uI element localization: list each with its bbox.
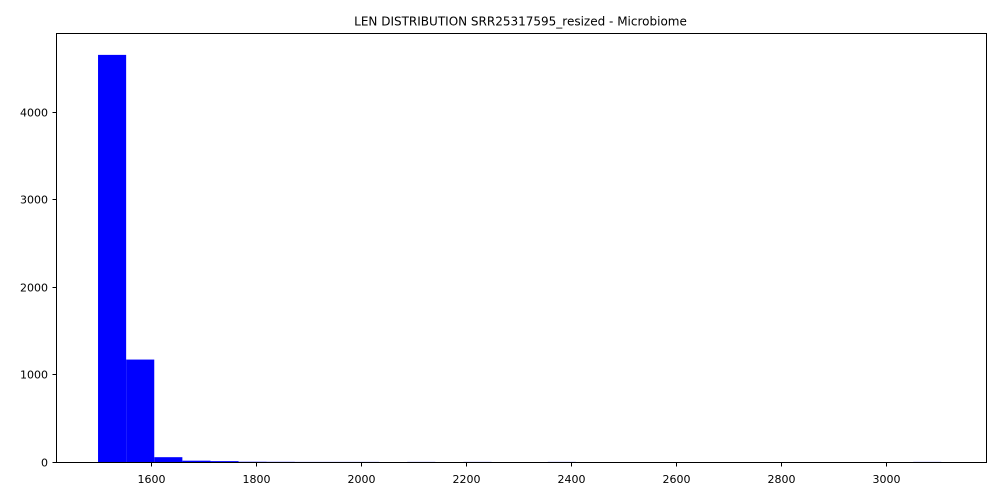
histogram-bar xyxy=(210,461,239,462)
y-tick-label: 0 xyxy=(41,457,48,470)
x-tick-label: 2400 xyxy=(558,473,586,486)
y-tick-label: 3000 xyxy=(20,194,48,207)
histogram-bar xyxy=(126,359,155,462)
x-tick-label: 1600 xyxy=(138,473,166,486)
histogram-bar xyxy=(238,461,267,463)
axes-frame xyxy=(56,33,987,463)
y-axis: 0 1000 2000 3000 4000 xyxy=(20,107,57,470)
x-tick-label: 2600 xyxy=(663,473,691,486)
histogram-bar xyxy=(182,460,211,462)
x-tick-label: 2000 xyxy=(348,473,376,486)
histogram-bar xyxy=(98,54,127,462)
x-axis: 1600 1800 2000 2200 2400 2600 2800 3000 xyxy=(138,462,901,486)
y-tick-label: 4000 xyxy=(20,107,48,120)
x-tick-label: 3000 xyxy=(873,473,901,486)
x-tick-label: 2200 xyxy=(453,473,481,486)
x-tick-label: 2800 xyxy=(768,473,796,486)
y-tick-label: 1000 xyxy=(20,369,48,382)
chart-title: LEN DISTRIBUTION SRR25317595_resized - M… xyxy=(354,15,687,29)
y-tick-label: 2000 xyxy=(20,282,48,295)
x-tick-label: 1800 xyxy=(243,473,271,486)
histogram-bar xyxy=(154,457,183,462)
